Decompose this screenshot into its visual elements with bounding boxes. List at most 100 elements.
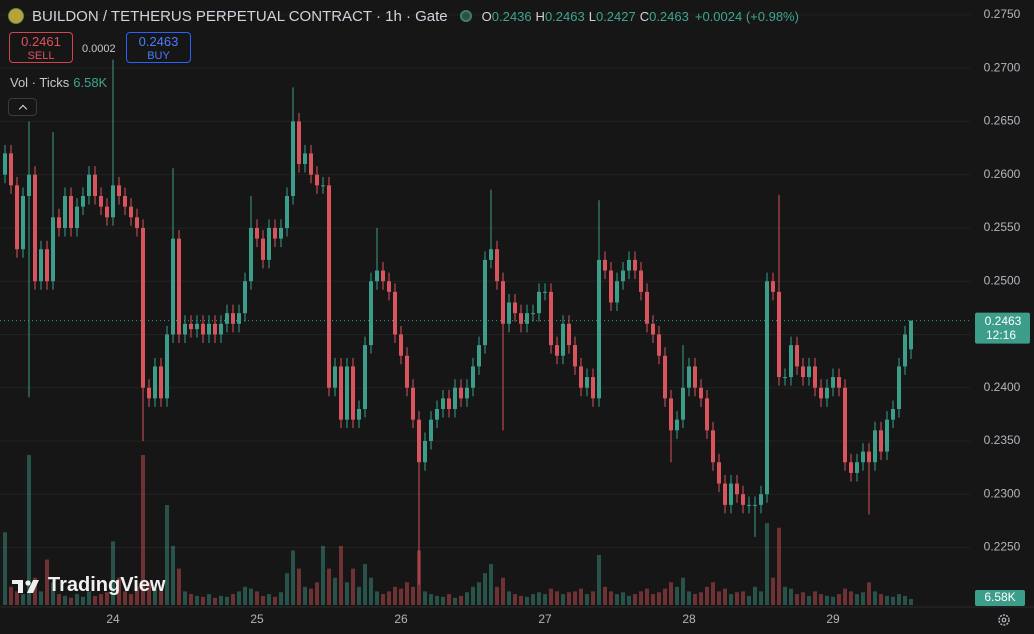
volume-bar xyxy=(681,577,685,605)
volume-bar xyxy=(57,594,61,605)
volume-bar xyxy=(897,594,901,605)
chart-header: BUILDON / TETHERUS PERPETUAL CONTRACT · … xyxy=(8,6,799,26)
volume-bar xyxy=(201,596,205,605)
volume-bar xyxy=(33,577,37,605)
volume-bar xyxy=(315,582,319,605)
candle-body xyxy=(117,185,121,196)
candle-body xyxy=(441,398,445,410)
candle-body xyxy=(813,366,817,388)
volume-bar xyxy=(873,591,877,605)
x-tick-label: 27 xyxy=(538,612,552,626)
volume-bar xyxy=(795,594,799,605)
candle-body xyxy=(147,387,151,399)
ohlc-value: 0.2427 xyxy=(595,8,636,24)
volume-bar xyxy=(735,592,739,605)
sell-button[interactable]: 0.2461 SELL xyxy=(9,32,73,63)
volume-bar xyxy=(99,594,103,605)
volume-bar xyxy=(717,591,721,605)
volume-bar xyxy=(837,594,841,605)
candle-body xyxy=(219,323,223,335)
candle-body xyxy=(315,174,319,186)
candle-body xyxy=(477,345,481,367)
candle-body xyxy=(693,366,697,388)
candle-body xyxy=(843,387,847,463)
candle-body xyxy=(741,494,745,505)
ohlc-value: 0.2436 xyxy=(491,8,532,24)
candle-body xyxy=(849,462,853,473)
volume-bar xyxy=(231,594,235,605)
candle-body xyxy=(531,313,535,315)
candle-body xyxy=(399,334,403,356)
volume-bar xyxy=(171,545,175,605)
settings-button[interactable] xyxy=(998,614,1010,626)
volume-bar xyxy=(759,591,763,605)
volume-bar xyxy=(111,541,115,605)
candle-body xyxy=(111,185,115,218)
volume-bar xyxy=(813,591,817,605)
candle-body xyxy=(297,121,301,165)
volume-bar xyxy=(261,595,265,605)
candle-body xyxy=(183,323,187,335)
volume-bar xyxy=(237,591,241,605)
volume-bar xyxy=(537,592,541,605)
candle-body xyxy=(663,355,667,399)
candle-body xyxy=(447,398,451,410)
volume-bar xyxy=(639,591,643,605)
candle-body xyxy=(873,430,877,463)
volume-bar xyxy=(225,596,229,605)
volume-bar xyxy=(615,594,619,605)
candle-body xyxy=(861,451,865,463)
brand-logo: TradingView xyxy=(12,574,165,597)
volume-tag-label: 6.58K xyxy=(984,590,1015,604)
buy-button[interactable]: 0.2463 BUY xyxy=(126,32,191,63)
ohlc-key: L xyxy=(588,8,596,24)
volume-bar xyxy=(81,596,85,605)
volume-bar xyxy=(297,568,301,605)
candle-body xyxy=(789,345,793,378)
market-status[interactable] xyxy=(459,10,472,22)
candle-body xyxy=(627,259,631,271)
candle-body xyxy=(555,345,559,356)
candle-body xyxy=(285,195,289,228)
volume-bar xyxy=(45,559,49,605)
candle-body xyxy=(753,504,757,506)
volume-bar xyxy=(27,455,31,605)
volume-bar xyxy=(267,594,271,605)
volume-bar xyxy=(525,596,529,605)
candle-body xyxy=(177,238,181,335)
candle-body xyxy=(33,174,37,282)
volume-bar xyxy=(123,591,127,605)
volume-bar xyxy=(393,586,397,605)
candle-body xyxy=(837,377,841,388)
volume-bar xyxy=(483,573,487,605)
volume-bar xyxy=(831,596,835,605)
candle-body xyxy=(57,217,61,228)
volume-bar xyxy=(363,564,367,605)
candle-body xyxy=(3,153,7,175)
candle-body xyxy=(99,195,103,207)
volume-bar xyxy=(75,594,79,605)
volume-bar xyxy=(129,594,133,605)
candle-body xyxy=(777,291,781,378)
volume-bar xyxy=(669,582,673,605)
candle-body xyxy=(381,270,385,282)
volume-bar xyxy=(777,527,781,605)
volume-bar xyxy=(477,582,481,605)
collapse-button[interactable] xyxy=(8,98,37,116)
candle-body xyxy=(75,206,79,228)
volume-bar xyxy=(825,595,829,605)
volume-bar xyxy=(861,592,865,605)
candle-body xyxy=(267,227,271,260)
volume-bar xyxy=(189,594,193,605)
candle-body xyxy=(69,195,73,228)
volume-bar xyxy=(291,550,295,605)
volume-bar xyxy=(879,594,883,605)
x-tick-label: 25 xyxy=(250,612,264,626)
candle-body xyxy=(303,153,307,165)
symbol-logo xyxy=(8,8,24,24)
candle-body xyxy=(27,174,31,196)
candle-body xyxy=(195,323,199,330)
candle-body xyxy=(141,227,145,388)
candle-body xyxy=(9,153,13,186)
volume-bar xyxy=(453,597,457,605)
